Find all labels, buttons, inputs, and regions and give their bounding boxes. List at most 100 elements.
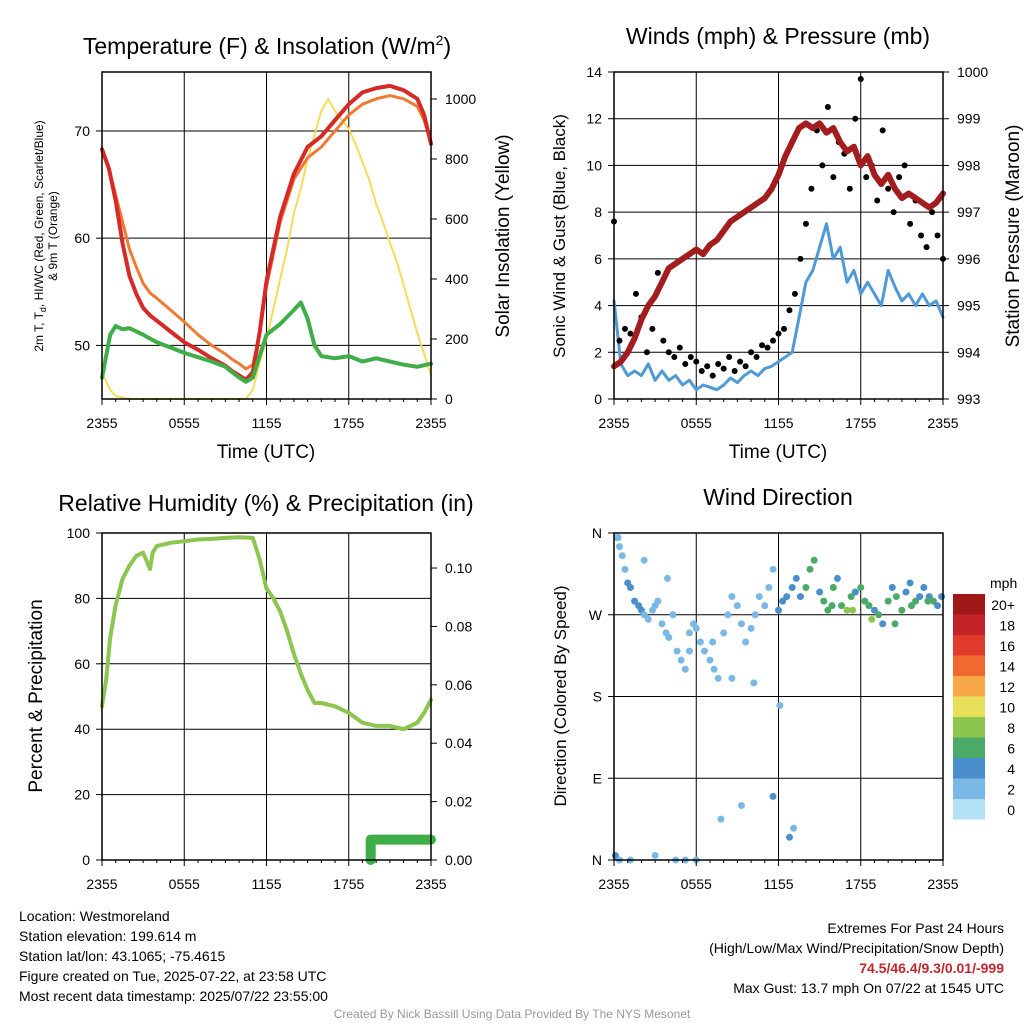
legend-swatch — [953, 696, 985, 717]
extremes-title: Extremes For Past 24 Hours — [827, 920, 1004, 936]
y-tick-label: 40 — [74, 721, 90, 737]
credit-line: Created By Nick Bassill Using Data Provi… — [333, 1007, 691, 1021]
series-line — [612, 222, 945, 392]
x-tick-label: 2355 — [86, 415, 117, 431]
direction-point — [924, 597, 932, 605]
gust-point — [687, 353, 694, 360]
gust-point — [775, 330, 782, 337]
gust-point — [934, 232, 941, 239]
legend-label: 6 — [1007, 741, 1015, 757]
direction-point — [654, 597, 662, 605]
legend-swatch — [953, 594, 985, 615]
y-tick-label: 50 — [74, 337, 90, 353]
legend-swatch — [953, 737, 985, 758]
direction-point — [912, 597, 920, 605]
direction-point — [920, 584, 928, 591]
gust-point — [819, 162, 826, 169]
direction-point — [847, 593, 855, 601]
gust-point — [863, 174, 870, 181]
legend-label: 4 — [1007, 761, 1015, 777]
legend-label: 2 — [1007, 782, 1015, 798]
y-tick-label: 70 — [74, 123, 90, 139]
gust-point — [896, 174, 903, 181]
direction-panel: Wind Direction 2355 0555 1155 1755 2355 N E S W N… — [551, 484, 1017, 892]
winds-title: Winds (mph) & Pressure (mb) — [626, 23, 930, 49]
direction-point — [884, 597, 892, 605]
direction-point — [829, 584, 837, 591]
gust-point — [770, 337, 777, 344]
direction-point — [843, 606, 851, 614]
gust-point — [627, 330, 634, 337]
x-tick-label: 1155 — [763, 415, 793, 431]
direction-point — [728, 593, 736, 601]
speed-legend-title: mph — [990, 575, 1017, 591]
legend-swatch — [953, 758, 985, 779]
gust-point — [616, 337, 623, 344]
series-line — [100, 94, 433, 371]
y-tick-label: N — [592, 525, 602, 541]
y-tick-label: 20 — [74, 787, 90, 803]
direction-point — [658, 620, 666, 628]
temperature-y2label: Solar Insolation (Yellow) — [493, 134, 514, 337]
direction-point — [751, 611, 759, 619]
direction-point — [775, 606, 782, 614]
direction-point — [776, 702, 784, 710]
direction-point — [892, 593, 900, 601]
y2-tick-label: 998 — [957, 157, 981, 173]
y2-tick-label: 0.04 — [445, 735, 472, 751]
humidity-ticks: 2355 0555 1155 1755 2355 0 20 40 60 80 100 0.00 0.02… — [67, 525, 473, 892]
gust-point — [726, 353, 733, 360]
x-tick-label: 0555 — [681, 876, 712, 892]
direction-point — [640, 611, 648, 619]
gust-point — [621, 325, 628, 332]
direction-point — [651, 851, 659, 859]
direction-point — [816, 588, 824, 596]
y2-tick-label: 0.10 — [445, 560, 472, 576]
legend-swatch — [953, 676, 985, 697]
gust-point — [918, 232, 925, 239]
gust-point — [643, 349, 650, 356]
direction-point — [696, 638, 704, 646]
winds-grid — [613, 72, 944, 399]
direction-point — [838, 602, 846, 610]
gust-point — [632, 290, 639, 297]
x-tick-label: 0555 — [169, 415, 200, 431]
x-tick-label: 1755 — [333, 415, 364, 431]
y-tick-label: S — [593, 689, 602, 705]
direction-point — [769, 565, 777, 573]
direction-point — [785, 833, 793, 841]
y2-tick-label: 996 — [957, 251, 981, 267]
y-tick-label: 8 — [594, 204, 602, 220]
direction-point — [891, 620, 899, 628]
direction-point — [724, 611, 732, 619]
y-tick-label: 60 — [74, 656, 90, 672]
direction-point — [824, 606, 832, 614]
direction-point — [706, 656, 714, 664]
direction-point — [614, 534, 622, 542]
gust-point — [923, 244, 930, 251]
winds-y2label: Station Pressure (Maroon) — [1003, 125, 1024, 348]
legend-swatch — [953, 635, 985, 656]
y2-tick-label: 1000 — [445, 91, 476, 107]
legend-swatch — [953, 799, 985, 820]
extremes-values: 74.5/46.4/9.3/0.01/-999 — [859, 960, 1004, 976]
x-tick-label: 2355 — [598, 415, 629, 431]
series-line — [611, 120, 946, 370]
direction-point — [733, 602, 741, 610]
humidity-title: Relative Humidity (%) & Precipitation (i… — [58, 490, 473, 516]
x-tick-label: 2355 — [927, 876, 958, 892]
y-tick-label: 10 — [586, 157, 602, 173]
y-tick-label: E — [593, 770, 602, 786]
y-tick-label: 80 — [74, 590, 90, 606]
gust-point — [890, 209, 897, 216]
gust-point — [682, 360, 689, 367]
direction-point — [717, 815, 725, 823]
x-tick-label: 1755 — [333, 876, 364, 892]
direction-point — [761, 602, 769, 610]
temperature-ticks: 2355 0555 1155 1755 2355 50 60 70 0 200 400 600 800 1… — [74, 91, 476, 431]
direction-point — [728, 674, 736, 682]
station-info: Location: Westmoreland Station elevation… — [19, 906, 328, 1006]
y-tick-label: 14 — [586, 64, 602, 80]
direction-point — [865, 602, 873, 610]
direction-point — [615, 543, 623, 551]
